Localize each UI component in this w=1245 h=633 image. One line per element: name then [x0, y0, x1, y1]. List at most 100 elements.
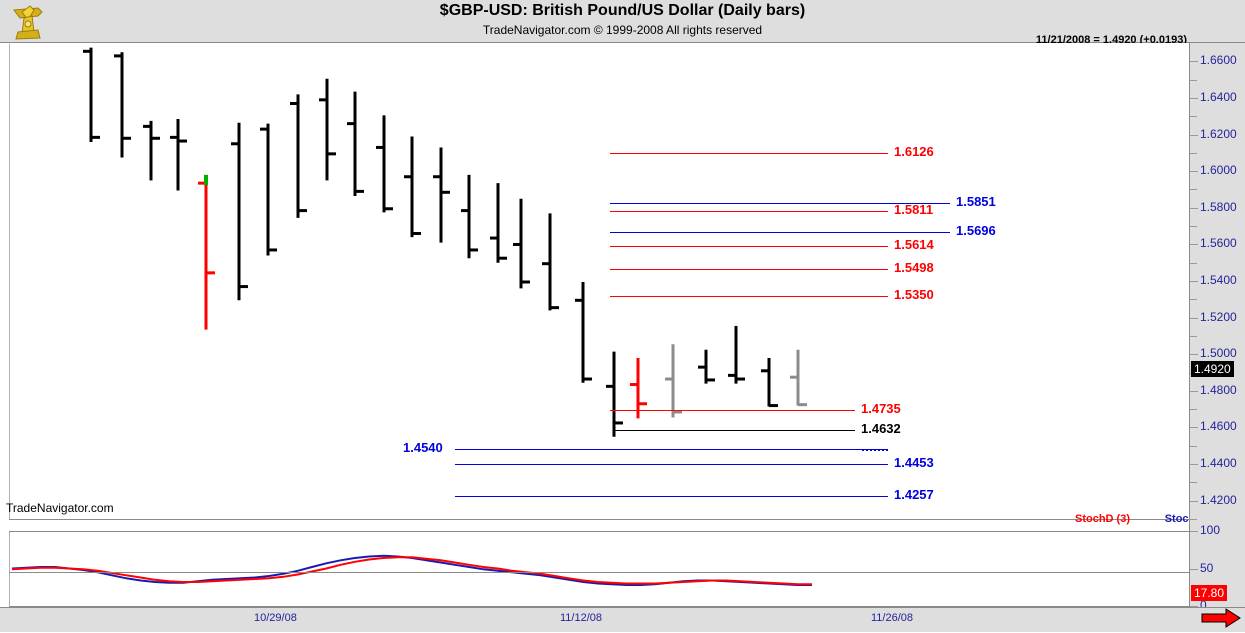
price-axis-minor-tick [1190, 189, 1197, 191]
ohlc-bar[interactable] [575, 282, 592, 383]
price-axis-label: 1.5400 [1200, 273, 1237, 287]
chart-title: $GBP-USD: British Pound/US Dollar (Daily… [439, 2, 806, 19]
price-axis-tick [1190, 317, 1198, 319]
price-axis-label: 1.4400 [1200, 456, 1237, 471]
ohlc-bar[interactable] [290, 94, 307, 218]
ohlc-bar[interactable] [231, 122, 248, 301]
ohlc-bar[interactable] [319, 78, 336, 181]
ohlc-bar[interactable] [542, 213, 559, 311]
ohlc-bar[interactable] [404, 136, 421, 238]
price-level-label[interactable]: 1.5811 [894, 202, 934, 217]
price-bars-canvas [83, 47, 807, 437]
price-level-label[interactable]: 1.4632 [861, 421, 901, 436]
price-level-label[interactable]: 1.4453 [894, 455, 934, 470]
price-level-label[interactable]: 1.4257 [894, 487, 934, 502]
ohlc-bar[interactable] [606, 351, 623, 437]
price-level-line[interactable] [610, 269, 888, 270]
price-axis-label: 1.5200 [1200, 309, 1237, 324]
ohlc-bar[interactable] [761, 357, 778, 408]
ohlc-bar[interactable] [461, 174, 478, 259]
stoch-axis-label: 100 [1200, 523, 1221, 537]
ohlc-bar[interactable] [170, 119, 187, 191]
price-axis-label: 1.6400 [1200, 89, 1237, 104]
stoch-axis-tick [1190, 606, 1198, 607]
scroll-forward-arrow-icon[interactable] [1200, 608, 1242, 628]
ohlc-bar[interactable] [490, 183, 507, 263]
ohlc-bar[interactable] [198, 174, 215, 330]
level-dotted-extension [862, 449, 888, 451]
price-axis-minor-tick [1190, 409, 1197, 411]
stochastic-canvas [11, 554, 812, 586]
ohlc-bar[interactable] [665, 344, 682, 418]
price-axis-label: 1.4800 [1200, 382, 1237, 397]
price-level-line[interactable] [610, 246, 888, 247]
price-axis-minor-tick [1190, 116, 1197, 118]
price-axis-label: 1.5000 [1200, 346, 1237, 361]
price-axis-minor-tick [1190, 262, 1197, 264]
price-axis-tick [1190, 61, 1198, 63]
stochastic-pane[interactable] [9, 531, 1190, 611]
price-level-label[interactable]: 1.5696 [956, 223, 996, 238]
stoch-current-marker: 17.80 [1191, 584, 1228, 601]
pane-divider [9, 519, 1189, 520]
price-level-line[interactable] [455, 464, 888, 465]
ohlc-bar[interactable] [347, 91, 364, 196]
chart-header: $GBP-USD: British Pound/US Dollar (Daily… [0, 0, 1245, 43]
stoch-axis-tick [1190, 531, 1198, 532]
price-axis-tick [1190, 207, 1198, 209]
ohlc-bar[interactable] [143, 120, 160, 181]
ohlc-bar[interactable] [376, 115, 393, 213]
price-axis-label: 1.4200 [1200, 492, 1237, 507]
ohlc-bar[interactable] [114, 52, 131, 158]
ohlc-bar[interactable] [513, 198, 530, 289]
price-level-line[interactable] [610, 232, 950, 233]
price-axis-minor-tick [1190, 152, 1197, 154]
price-axis-tick [1190, 244, 1198, 246]
date-label-2: 11/12/08 [560, 612, 603, 624]
ohlc-bar[interactable] [630, 357, 647, 419]
price-axis[interactable]: 1.6600 1.6400 1.6200 1.6000 1.5800 1.5600 1.54… [1189, 43, 1245, 612]
price-axis-label: 1.5800 [1200, 199, 1237, 214]
price-axis-label: 1.6000 [1200, 163, 1237, 178]
current-price-marker: 1.4920 [1191, 360, 1234, 377]
watermark-label: TradeNavigator.com [6, 501, 114, 515]
ohlc-bar[interactable] [83, 47, 100, 142]
price-level-line[interactable] [455, 496, 888, 497]
price-level-line[interactable] [610, 296, 888, 297]
price-level-line[interactable] [610, 203, 950, 204]
price-axis-minor-tick [1190, 335, 1197, 337]
ohlc-bar[interactable] [790, 349, 807, 407]
price-level-label[interactable]: 1.6126 [894, 144, 934, 159]
price-axis-tick [1190, 97, 1198, 99]
price-axis-minor-tick [1190, 299, 1197, 301]
price-axis-tick [1190, 134, 1198, 136]
price-level-label[interactable]: 1.4540 [403, 440, 443, 455]
ohlc-bar[interactable] [260, 123, 277, 256]
price-level-line[interactable] [610, 153, 888, 154]
price-axis-label: 1.5600 [1200, 236, 1237, 251]
price-level-line[interactable] [610, 211, 888, 212]
price-axis-label: 1.4600 [1200, 419, 1237, 434]
price-axis-tick [1190, 500, 1198, 502]
price-pane[interactable] [9, 43, 1190, 520]
price-level-label[interactable]: 1.4735 [861, 401, 901, 416]
price-level-line[interactable] [455, 449, 888, 450]
stoch-axis-tick [1190, 568, 1198, 570]
legend-stoch-d[interactable]: StochD (3) [1075, 513, 1130, 525]
stoch-line-50 [9, 572, 1189, 573]
price-level-label[interactable]: 1.5614 [894, 237, 934, 252]
ohlc-bar[interactable] [698, 349, 715, 384]
ohlc-bar[interactable] [728, 325, 745, 384]
price-level-label[interactable]: 1.5498 [894, 260, 934, 275]
price-axis-tick [1190, 427, 1198, 429]
price-axis-tick [1190, 390, 1198, 392]
price-level-line[interactable] [610, 410, 855, 411]
price-axis-minor-tick [1190, 519, 1197, 520]
price-level-label[interactable]: 1.5350 [894, 287, 934, 302]
price-axis-tick [1190, 281, 1198, 282]
date-axis[interactable] [0, 607, 1245, 632]
price-level-line[interactable] [613, 430, 855, 431]
price-level-label[interactable]: 1.5851 [956, 194, 996, 209]
date-label-3: 11/26/08 [871, 612, 914, 624]
ohlc-bar[interactable] [433, 147, 450, 243]
